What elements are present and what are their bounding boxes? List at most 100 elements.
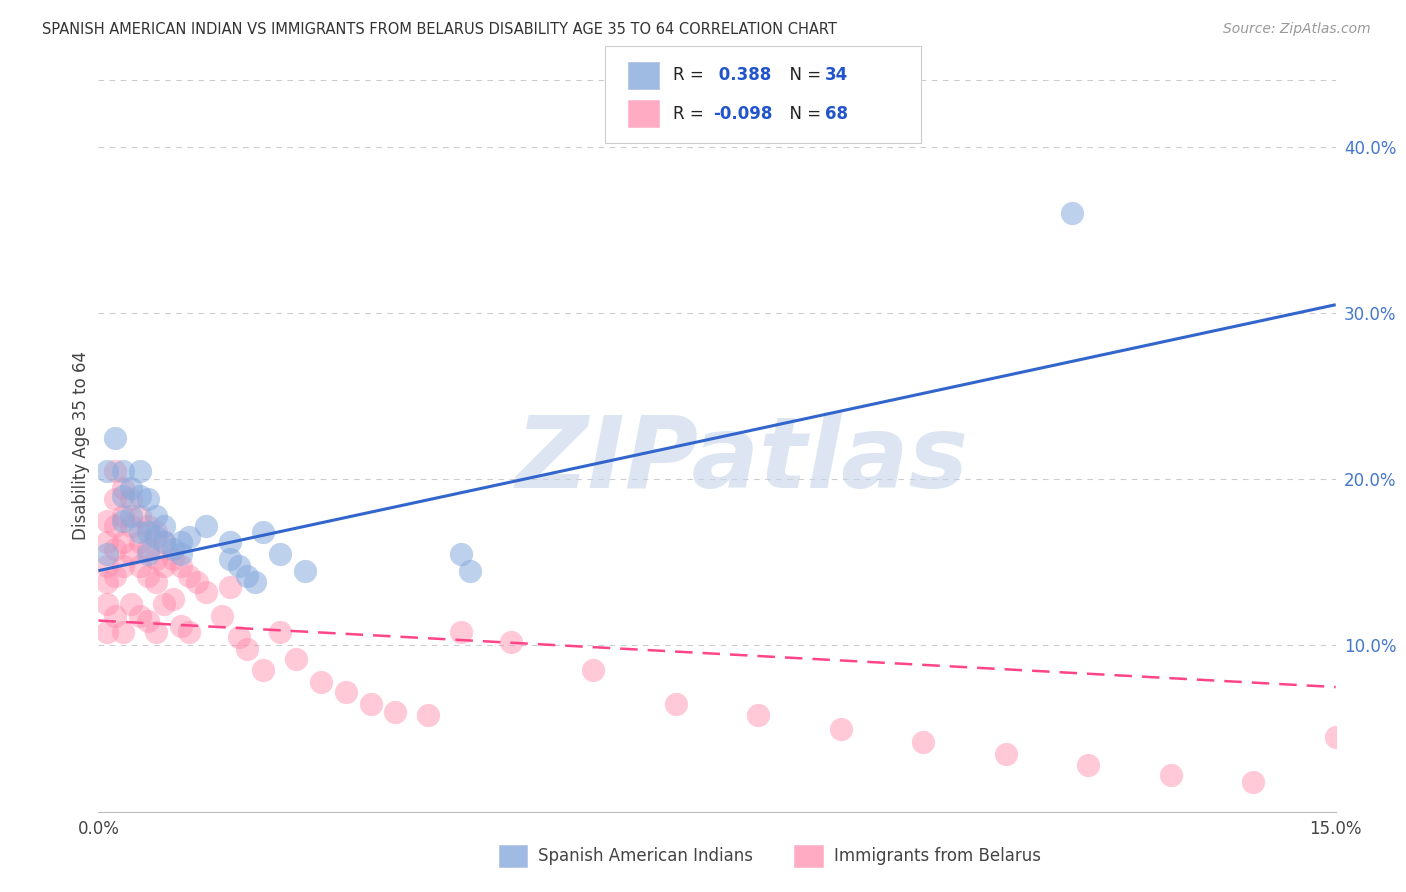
Point [112, 508, 135, 523]
Point [136, 518, 159, 533]
Point [194, 518, 217, 533]
Point [162, 542, 184, 557]
Point [96, 575, 118, 590]
Point [170, 618, 193, 632]
Point [112, 481, 135, 495]
Point [145, 508, 167, 523]
Point [96, 625, 118, 640]
Point [104, 568, 127, 582]
Point [252, 664, 274, 678]
Point [96, 547, 118, 561]
Point [128, 525, 150, 540]
Point [153, 597, 176, 611]
Point [112, 489, 135, 503]
Point [96, 597, 118, 611]
Point [252, 525, 274, 540]
Point [912, 735, 935, 749]
Point [219, 580, 242, 594]
Point [219, 552, 242, 566]
Point [153, 535, 176, 549]
Point [335, 685, 357, 699]
Point [211, 608, 233, 623]
Point [104, 608, 127, 623]
Point [120, 547, 142, 561]
Point [228, 558, 250, 573]
Point [128, 508, 150, 523]
Point [145, 625, 167, 640]
Point [243, 575, 266, 590]
Point [186, 575, 208, 590]
Point [112, 464, 135, 478]
Point [104, 464, 127, 478]
Text: N =: N = [779, 104, 827, 123]
Text: ZIPatlas: ZIPatlas [515, 412, 969, 509]
Point [747, 708, 769, 723]
Text: 34: 34 [825, 66, 849, 85]
Point [450, 547, 472, 561]
Point [162, 552, 184, 566]
Point [104, 518, 127, 533]
Point [1060, 206, 1083, 220]
Point [112, 625, 135, 640]
Point [236, 568, 259, 582]
Point [145, 552, 167, 566]
Point [145, 525, 167, 540]
Point [104, 542, 127, 557]
Point [665, 697, 688, 711]
Point [219, 535, 242, 549]
Text: N =: N = [779, 66, 827, 85]
Point [994, 747, 1017, 761]
Point [153, 535, 176, 549]
Point [153, 518, 176, 533]
Point [96, 535, 118, 549]
Point [128, 464, 150, 478]
Point [120, 481, 142, 495]
Text: -0.098: -0.098 [713, 104, 772, 123]
Point [179, 530, 201, 544]
Point [136, 547, 159, 561]
Point [136, 542, 159, 557]
Point [582, 664, 605, 678]
Point [1324, 730, 1347, 744]
Point [269, 547, 291, 561]
Point [96, 464, 118, 478]
Point [170, 535, 193, 549]
Point [96, 514, 118, 528]
Point [194, 585, 217, 599]
Point [120, 597, 142, 611]
Text: Source: ZipAtlas.com: Source: ZipAtlas.com [1223, 22, 1371, 37]
Point [179, 625, 201, 640]
Point [162, 591, 184, 606]
Point [360, 697, 382, 711]
Point [1241, 774, 1264, 789]
Point [128, 535, 150, 549]
Point [170, 558, 193, 573]
Point [236, 641, 259, 656]
Text: R =: R = [673, 104, 710, 123]
Text: Spanish American Indians: Spanish American Indians [538, 847, 754, 865]
Point [269, 625, 291, 640]
Point [285, 652, 308, 666]
Point [418, 708, 440, 723]
Point [499, 635, 522, 649]
Point [145, 530, 167, 544]
Text: SPANISH AMERICAN INDIAN VS IMMIGRANTS FROM BELARUS DISABILITY AGE 35 TO 64 CORRE: SPANISH AMERICAN INDIAN VS IMMIGRANTS FR… [42, 22, 837, 37]
Point [120, 508, 142, 523]
Point [112, 558, 135, 573]
Point [309, 675, 332, 690]
Point [104, 431, 127, 445]
Point [384, 705, 406, 719]
Point [120, 518, 142, 533]
Point [458, 564, 481, 578]
Point [136, 525, 159, 540]
Point [1077, 758, 1099, 772]
Point [136, 492, 159, 507]
Point [153, 558, 176, 573]
Point [96, 558, 118, 573]
Point [179, 568, 201, 582]
Text: Immigrants from Belarus: Immigrants from Belarus [834, 847, 1040, 865]
Point [104, 492, 127, 507]
Point [145, 575, 167, 590]
Point [128, 558, 150, 573]
Point [136, 568, 159, 582]
